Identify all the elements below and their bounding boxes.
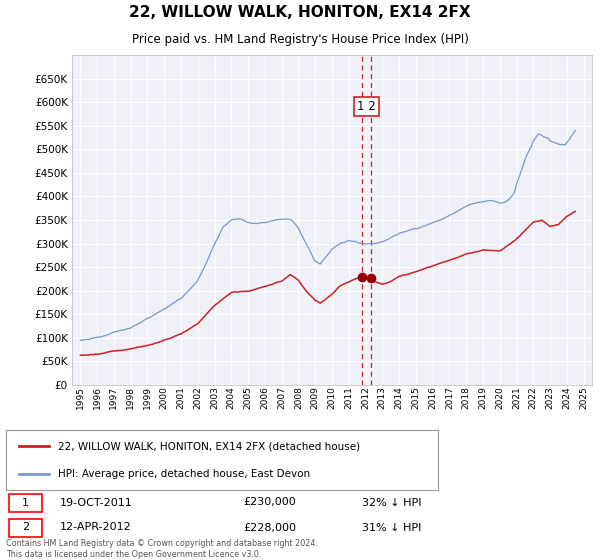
- Text: 32% ↓ HPI: 32% ↓ HPI: [362, 497, 422, 507]
- Text: 19-OCT-2011: 19-OCT-2011: [59, 497, 132, 507]
- Text: Contains HM Land Registry data © Crown copyright and database right 2024.
This d: Contains HM Land Registry data © Crown c…: [6, 539, 318, 559]
- Text: 22, WILLOW WALK, HONITON, EX14 2FX (detached house): 22, WILLOW WALK, HONITON, EX14 2FX (deta…: [58, 441, 360, 451]
- Text: 1: 1: [22, 497, 29, 507]
- Text: 2: 2: [22, 522, 29, 533]
- FancyBboxPatch shape: [6, 430, 438, 490]
- Text: HPI: Average price, detached house, East Devon: HPI: Average price, detached house, East…: [58, 469, 310, 479]
- Text: 12-APR-2012: 12-APR-2012: [59, 522, 131, 533]
- Text: Price paid vs. HM Land Registry's House Price Index (HPI): Price paid vs. HM Land Registry's House …: [131, 33, 469, 46]
- Text: £228,000: £228,000: [244, 522, 296, 533]
- FancyBboxPatch shape: [9, 519, 41, 536]
- Text: 1 2: 1 2: [357, 100, 376, 113]
- FancyBboxPatch shape: [9, 493, 41, 511]
- Text: £230,000: £230,000: [244, 497, 296, 507]
- Text: 31% ↓ HPI: 31% ↓ HPI: [362, 522, 422, 533]
- Text: 22, WILLOW WALK, HONITON, EX14 2FX: 22, WILLOW WALK, HONITON, EX14 2FX: [129, 4, 471, 20]
